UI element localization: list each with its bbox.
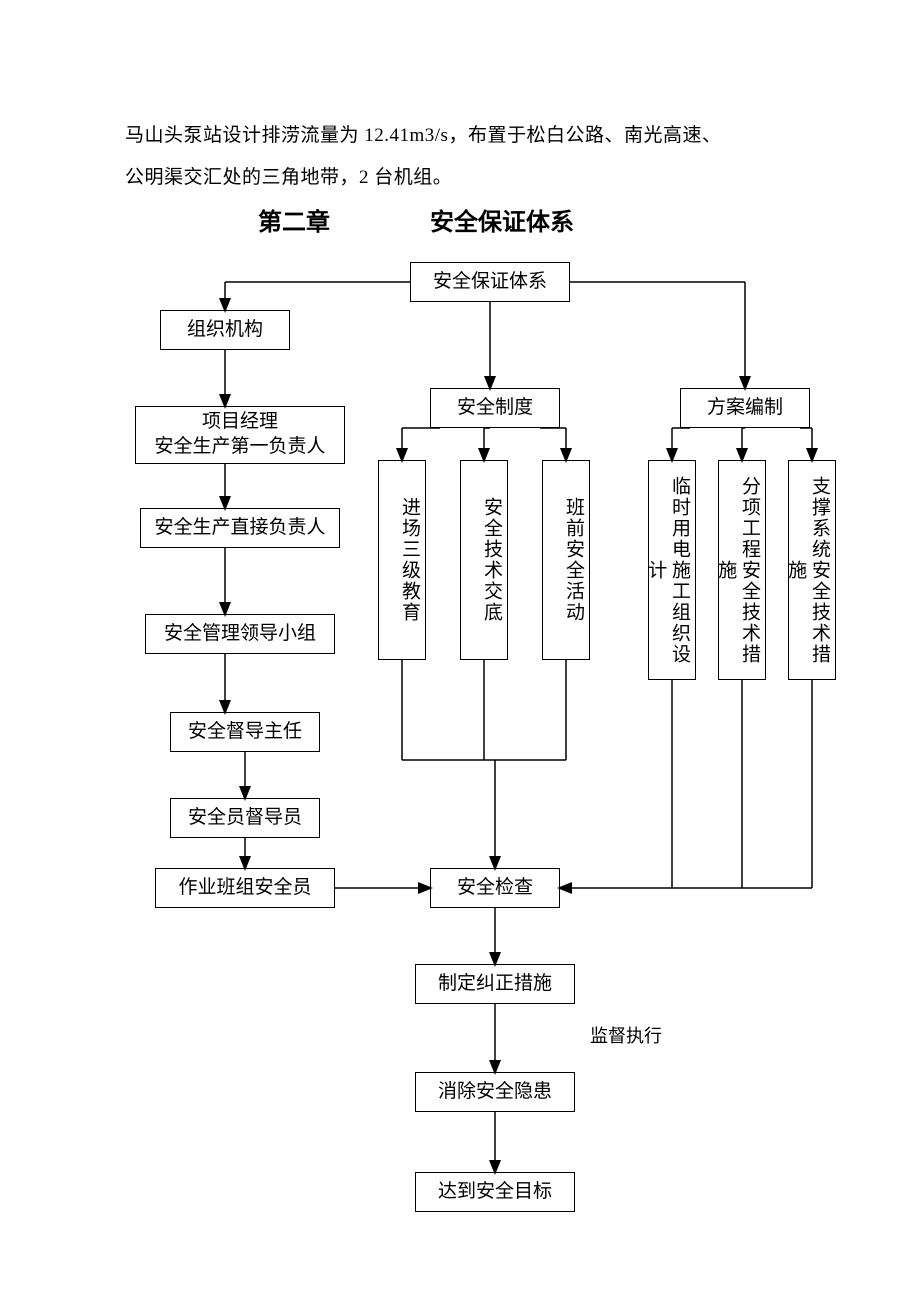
chapter-title: 安全保证体系 [430, 202, 574, 237]
node-sysB: 安全技术交底 [460, 460, 508, 660]
node-orgB: 项目经理安全生产第一负责人 [135, 406, 345, 464]
node-fix: 制定纠正措施 [415, 964, 575, 1004]
node-orgF: 安全员督导员 [170, 798, 320, 838]
node-planB: 分项工程安全技术措施 [718, 460, 766, 680]
node-plan: 方案编制 [680, 388, 810, 428]
node-goal: 达到安全目标 [415, 1172, 575, 1212]
node-orgC: 安全生产直接负责人 [140, 508, 340, 548]
node-orgA: 组织机构 [160, 310, 290, 350]
node-planC: 支撑系统安全技术措施 [788, 460, 836, 680]
node-orgE: 安全督导主任 [170, 712, 320, 752]
edge-label-supervise: 监督执行 [590, 1022, 662, 1048]
chapter-number: 第二章 [258, 202, 330, 237]
node-orgD: 安全管理领导小组 [145, 614, 335, 654]
node-check: 安全检查 [430, 868, 560, 908]
node-sysC: 班前安全活动 [542, 460, 590, 660]
node-sys: 安全制度 [430, 388, 560, 428]
intro-line2: 公明渠交汇处的三角地带，2 台机组。 [125, 157, 825, 199]
node-planA: 临时用电施工组织设计 [648, 460, 696, 680]
node-sysA: 进场三级教育 [378, 460, 426, 660]
intro-line1: 马山头泵站设计排涝流量为 12.41m3/s，布置于松白公路、南光高速、 [125, 115, 825, 157]
node-root: 安全保证体系 [410, 262, 570, 302]
node-orgG: 作业班组安全员 [155, 868, 335, 908]
node-elim: 消除安全隐患 [415, 1072, 575, 1112]
